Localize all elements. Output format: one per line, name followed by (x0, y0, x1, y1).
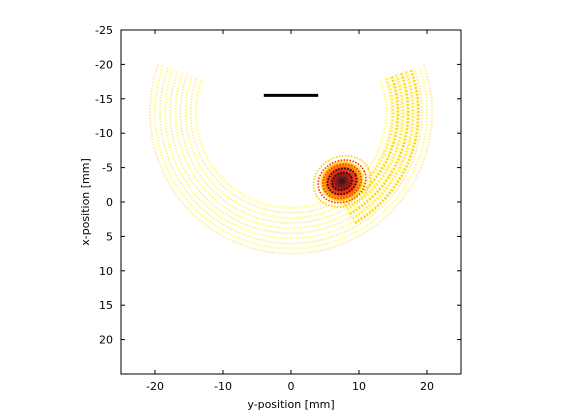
wavefront-ring-strong (341, 77, 395, 202)
heatmap-layer (148, 63, 434, 255)
x-tick-label: -20 (146, 380, 164, 393)
x-tick-label: 20 (420, 380, 434, 393)
wavefront-ring (174, 72, 408, 230)
wavefront-ring (189, 77, 393, 215)
hotspot-ring (312, 154, 372, 208)
hotspot-ring (317, 159, 367, 204)
x-axis-label: y-position [mm] (247, 398, 334, 411)
x-tick-label: 10 (352, 380, 366, 393)
y-tick-label: -15 (95, 93, 113, 106)
y-tick-label: 0 (106, 196, 113, 209)
wavefront-ring (184, 76, 398, 220)
wavefront-ring (169, 70, 413, 235)
wavefront-ring-strong (351, 70, 415, 220)
wavefront-ring (153, 65, 429, 250)
wavefront-ring-strong (346, 73, 405, 211)
y-tick-label: -10 (95, 127, 113, 140)
y-axis-label: x-position [mm] (79, 158, 92, 246)
y-tick-label: -5 (102, 162, 113, 175)
wavefront-ring-strong (349, 72, 410, 216)
x-tick-label: -10 (214, 380, 232, 393)
wavefront-ring-strong (354, 68, 420, 225)
y-axis: -25 -20 -15 -10 -5 0 5 10 15 20 (95, 24, 461, 347)
y-tick-label: -20 (95, 58, 113, 71)
wavefront-ring (164, 69, 418, 240)
hotspot-ring (322, 163, 362, 200)
y-tick-label: -25 (95, 24, 113, 37)
y-tick-label: 10 (99, 265, 113, 278)
y-tick-label: 20 (99, 334, 113, 347)
hotspot-ring (331, 171, 353, 191)
wavefront-ring-strong (343, 75, 400, 207)
hotspot-ring (326, 167, 358, 196)
x-axis: -20 -10 0 10 20 (146, 30, 434, 393)
y-tick-label: 5 (106, 230, 113, 243)
y-tick-label: 15 (99, 299, 113, 312)
wavefront-ring (148, 63, 434, 255)
wavefront-ring (194, 79, 388, 209)
x-tick-label: 0 (288, 380, 295, 393)
